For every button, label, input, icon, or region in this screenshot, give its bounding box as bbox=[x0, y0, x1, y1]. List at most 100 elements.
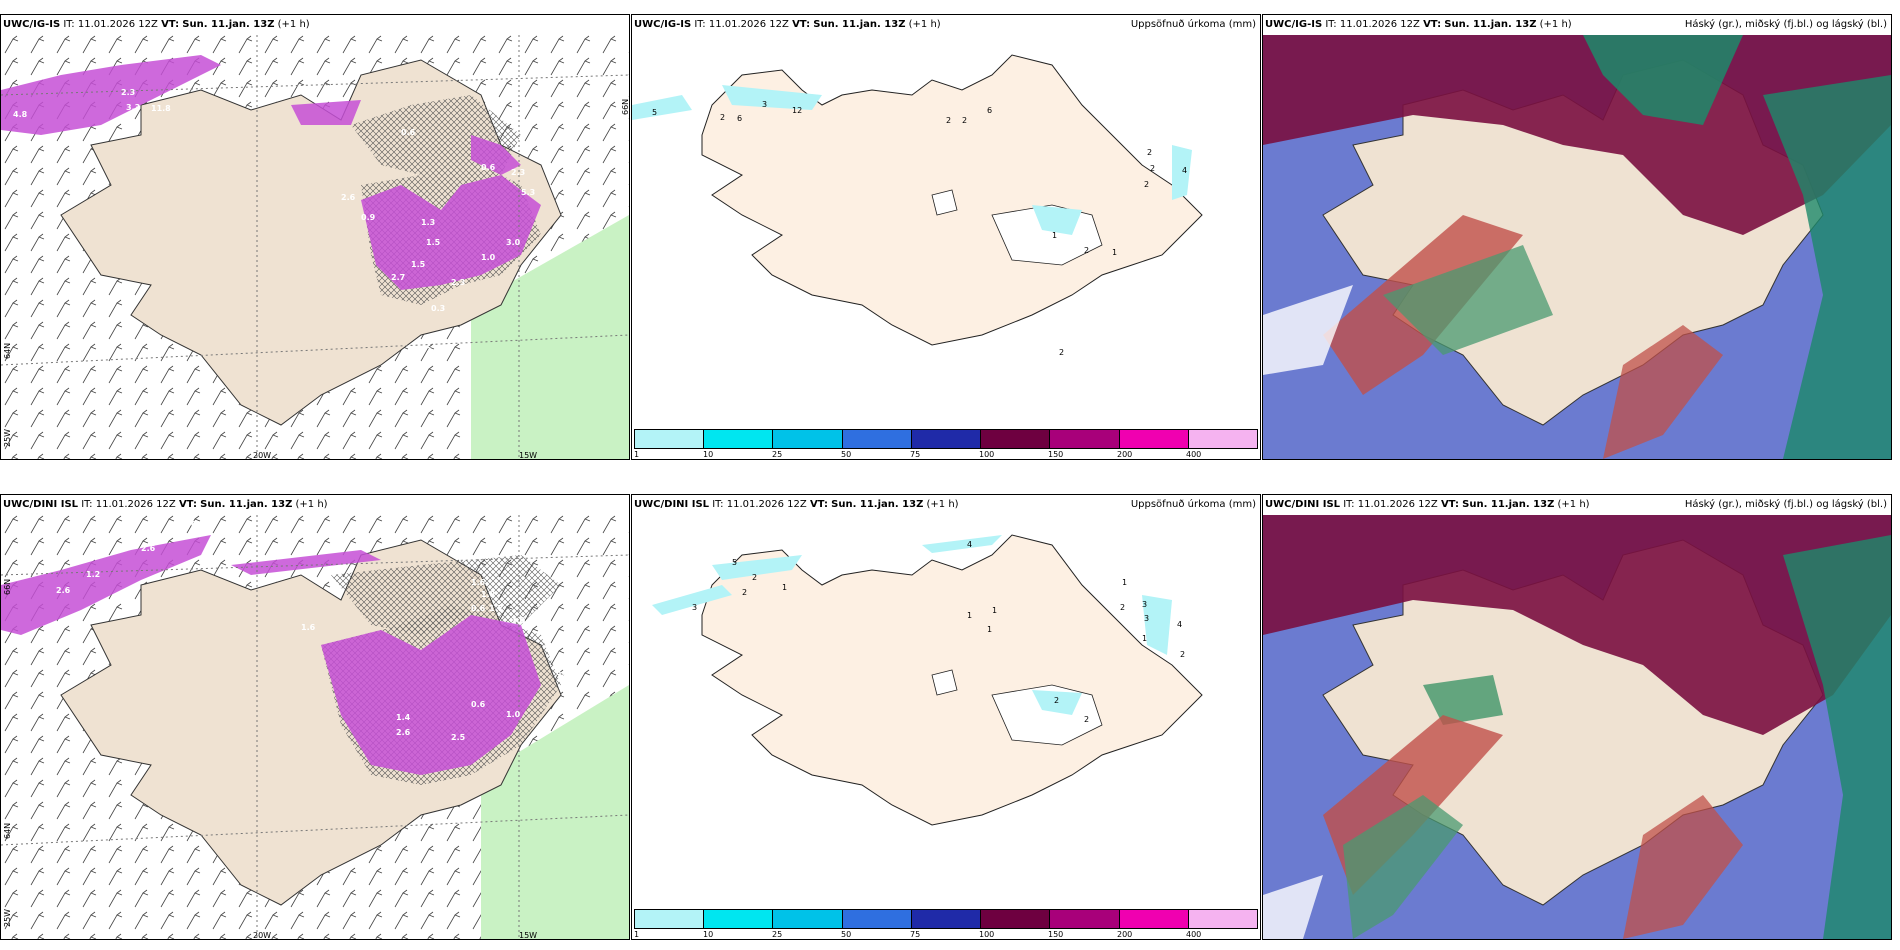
lat-label-25w: 25W bbox=[3, 908, 12, 927]
svg-text:3.3: 3.3 bbox=[126, 103, 140, 112]
precip-band-nw bbox=[1, 535, 211, 635]
colorbar-tick: 200 bbox=[1117, 930, 1133, 939]
green-precip-area bbox=[481, 685, 629, 939]
svg-text:2: 2 bbox=[1084, 246, 1089, 255]
cloud-map bbox=[1263, 515, 1891, 939]
colorbar-swatch bbox=[773, 910, 843, 928]
colorbar-tick: 10 bbox=[703, 930, 714, 939]
colorbar-tick: 25 bbox=[772, 930, 783, 939]
lat-label-64n: 64N bbox=[3, 822, 12, 839]
svg-text:1.7: 1.7 bbox=[489, 604, 503, 613]
panel-wind-top: UWC/IG-IS IT: 11.01.2026 12Z VT: Sun. 11… bbox=[0, 14, 630, 460]
wind-value-labels: 0.4 2.6 1.2 2.6 1.6 1.8 0.6 1.7 3.0 3.1 … bbox=[56, 520, 571, 742]
colorbar-swatch bbox=[981, 910, 1051, 928]
svg-text:5.3: 5.3 bbox=[521, 188, 535, 197]
svg-text:1: 1 bbox=[1142, 634, 1147, 643]
svg-text:5: 5 bbox=[652, 108, 657, 117]
precip-band-n bbox=[231, 550, 381, 575]
svg-text:0.4: 0.4 bbox=[191, 520, 206, 529]
precip-map-svg: 5 3 2 2 1 4 1 1 1 1 2 3 3 4 1 2 2 2 bbox=[652, 534, 1203, 826]
panel-header: UWC/IG-IS IT: 11.01.2026 12Z VT: Sun. 11… bbox=[1265, 19, 1572, 30]
colorbar-tick: 1 bbox=[634, 930, 640, 939]
svg-text:2.6: 2.6 bbox=[141, 544, 156, 553]
colorbar-tick: 50 bbox=[841, 450, 852, 459]
svg-text:4: 4 bbox=[967, 540, 972, 549]
panel-title-right: Uppsöfnuð úrkoma (mm) bbox=[1130, 499, 1256, 510]
svg-text:2: 2 bbox=[1084, 715, 1089, 724]
svg-text:2.6: 2.6 bbox=[341, 193, 356, 202]
green-precip-area bbox=[471, 215, 629, 459]
mid-cloud-west bbox=[1423, 675, 1503, 725]
svg-text:1.6: 1.6 bbox=[301, 623, 316, 632]
svg-text:1.0: 1.0 bbox=[481, 253, 496, 262]
svg-text:3: 3 bbox=[762, 100, 767, 109]
svg-text:2.6: 2.6 bbox=[396, 728, 411, 737]
precip-area-east bbox=[1172, 145, 1192, 200]
svg-text:2: 2 bbox=[962, 116, 967, 125]
precip-area-se bbox=[1032, 690, 1082, 715]
cloud-map-svg bbox=[1263, 35, 1891, 459]
svg-text:2: 2 bbox=[1180, 650, 1185, 659]
colorbar-swatches bbox=[634, 909, 1258, 929]
svg-text:2: 2 bbox=[1054, 696, 1059, 705]
precip-labels: 5 3 2 2 1 4 1 1 1 1 2 3 3 4 1 2 2 2 bbox=[692, 540, 1185, 724]
panel-wind-bottom: UWC/DINI ISL IT: 11.01.2026 12Z VT: Sun.… bbox=[0, 494, 630, 940]
colorbar-tick: 50 bbox=[841, 930, 852, 939]
svg-text:1: 1 bbox=[987, 625, 992, 634]
svg-text:1: 1 bbox=[1122, 578, 1127, 587]
precip-area-west bbox=[652, 585, 732, 615]
svg-text:12: 12 bbox=[792, 106, 802, 115]
panel-clouds-bottom: UWC/DINI ISL IT: 11.01.2026 12Z VT: Sun.… bbox=[1262, 494, 1892, 940]
lon-label-20w: 20W bbox=[253, 451, 272, 460]
svg-text:0.6: 0.6 bbox=[401, 128, 416, 137]
svg-text:4.8: 4.8 bbox=[13, 110, 28, 119]
svg-text:2: 2 bbox=[720, 113, 725, 122]
colorbar-tick: 75 bbox=[910, 930, 921, 939]
glacier-langjokull bbox=[931, 189, 958, 216]
colorbar-tick: 400 bbox=[1186, 450, 1202, 459]
colorbar-tick: 400 bbox=[1186, 930, 1202, 939]
colorbar-swatch bbox=[704, 910, 774, 928]
panel-header: UWC/IG-IS IT: 11.01.2026 12Z VT: Sun. 11… bbox=[3, 19, 310, 30]
colorbar-swatch bbox=[842, 430, 912, 448]
colorbar-tick: 200 bbox=[1117, 450, 1133, 459]
colorbar-ticks: 1 10 25 50 75 100 150 200 400 bbox=[634, 929, 1258, 939]
svg-text:3.0: 3.0 bbox=[511, 616, 526, 625]
colorbar-swatch bbox=[1119, 910, 1189, 928]
svg-text:1.3: 1.3 bbox=[421, 218, 435, 227]
svg-text:1.6: 1.6 bbox=[471, 578, 486, 587]
svg-text:1: 1 bbox=[967, 611, 972, 620]
svg-text:2: 2 bbox=[742, 588, 747, 597]
lat-label-66n: 66N bbox=[621, 98, 630, 115]
mid-cloud-sw bbox=[1383, 245, 1553, 355]
colorbar-swatches bbox=[634, 429, 1258, 449]
clear-sky-sw bbox=[1263, 875, 1323, 939]
svg-text:1.0: 1.0 bbox=[506, 710, 521, 719]
colorbar-swatch bbox=[773, 430, 843, 448]
svg-text:2.5: 2.5 bbox=[426, 346, 441, 355]
mid-cloud-east bbox=[1783, 535, 1891, 939]
panel-header: UWC/DINI ISL IT: 11.01.2026 12Z VT: Sun.… bbox=[634, 499, 959, 510]
svg-text:5: 5 bbox=[732, 558, 737, 567]
panel-clouds-top: UWC/IG-IS IT: 11.01.2026 12Z VT: Sun. 11… bbox=[1262, 14, 1892, 460]
svg-text:0.6: 0.6 bbox=[481, 163, 496, 172]
colorbar-tick: 150 bbox=[1048, 930, 1064, 939]
cloud-map bbox=[1263, 35, 1891, 459]
panel-title-right: Uppsöfnuð úrkoma (mm) bbox=[1130, 19, 1256, 30]
precip-map-svg: 5 2 6 3 12 2 2 6 2 2 2 4 1 2 1 2 bbox=[632, 54, 1203, 357]
colorbar-tick: 75 bbox=[910, 450, 921, 459]
wind-precip-map: 0.5 2.3 3.3 11.8 4.8 0.6 2.6 0.9 1.3 1.5… bbox=[1, 35, 629, 459]
svg-text:6: 6 bbox=[987, 106, 992, 115]
colorbar-swatch bbox=[635, 430, 705, 448]
precip-band-e bbox=[471, 135, 521, 175]
precip-colorbar: 1 10 25 50 75 100 150 200 400 bbox=[634, 429, 1258, 459]
colorbar-ticks: 1 10 25 50 75 100 150 200 400 bbox=[634, 449, 1258, 459]
precip-labels: 5 2 6 3 12 2 2 6 2 2 2 4 1 2 1 2 bbox=[652, 100, 1187, 357]
svg-text:2.6: 2.6 bbox=[56, 586, 71, 595]
precip-area-se bbox=[1032, 205, 1082, 235]
colorbar-tick: 100 bbox=[979, 930, 995, 939]
svg-text:6: 6 bbox=[737, 114, 742, 123]
svg-text:0.6: 0.6 bbox=[471, 700, 486, 709]
clear-sky-west bbox=[1263, 285, 1353, 375]
precip-band-ne bbox=[321, 615, 541, 775]
